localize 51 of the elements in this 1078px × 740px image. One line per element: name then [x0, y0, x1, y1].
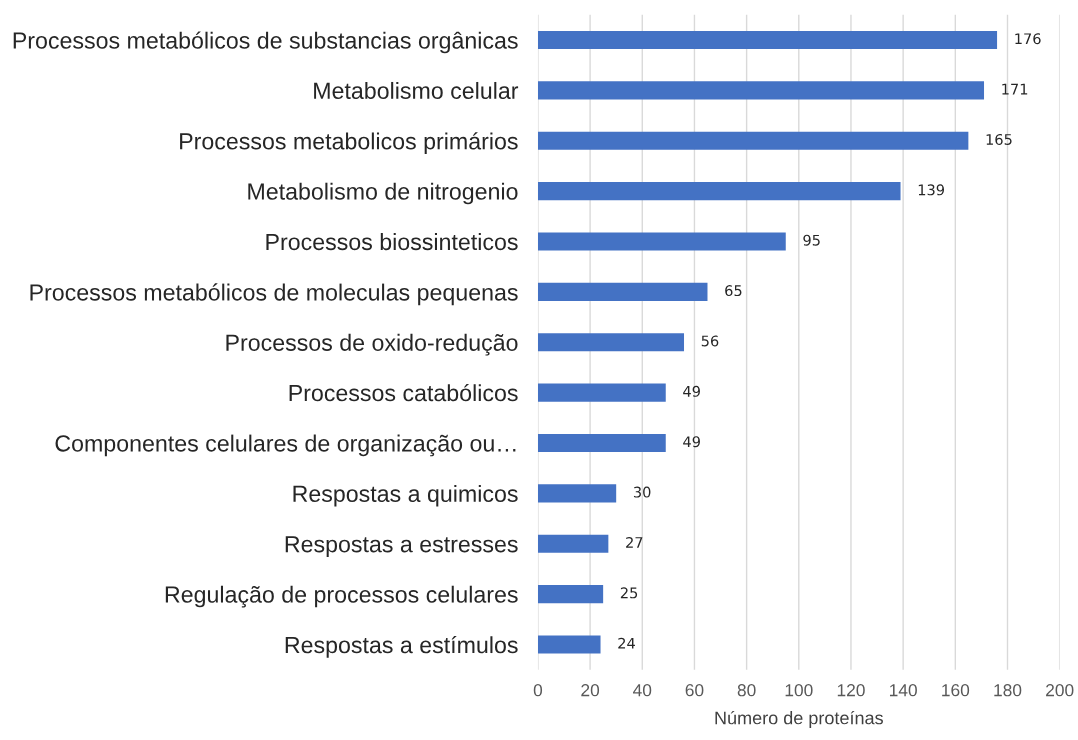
data-label: 49 [683, 436, 700, 448]
x-tick-label: 40 [633, 684, 652, 697]
bar [537, 383, 666, 402]
y-tick-label: Processos biossinteticos [266, 233, 518, 251]
data-label: 56 [701, 335, 719, 347]
y-tick-label: Processos de oxido-redução [226, 333, 518, 356]
y-tick-label: Regulação de processos celulares [165, 585, 518, 608]
data-label: 139 [918, 184, 945, 196]
y-tick-label: Metabolismo celular [314, 81, 519, 99]
x-tick-label: 180 [994, 684, 1022, 697]
data-label: 27 [626, 536, 643, 548]
y-tick-label: Respostas a estresses [285, 536, 518, 557]
bar [537, 534, 609, 553]
data-label: 30 [633, 486, 651, 498]
x-axis-title: Número de proteínas [715, 710, 883, 728]
bar [537, 635, 601, 654]
data-label: 49 [683, 385, 700, 397]
bar [537, 30, 998, 50]
x-tick-label: 120 [837, 684, 865, 697]
x-tick-label: 60 [685, 684, 704, 697]
x-tick-label: 100 [785, 684, 813, 697]
bar [537, 182, 901, 201]
bar [537, 232, 786, 251]
x-tick-label: 0 [533, 684, 543, 697]
y-tick-label: Componentes celulares de organização ou… [55, 434, 516, 457]
y-tick-label: Processos catabólicos [289, 383, 518, 402]
data-label: 95 [803, 234, 820, 246]
x-tick-label: 80 [737, 684, 756, 697]
y-tick-label: Respostas a estímulos [285, 635, 518, 658]
bar [537, 433, 666, 453]
x-tick-label: 200 [1046, 684, 1074, 697]
data-label: 165 [986, 133, 1012, 145]
bar [537, 81, 985, 100]
y-tick-label: Processos metabolicos primários [180, 132, 518, 155]
x-tick-label: 20 [581, 684, 600, 697]
x-tick-label: 140 [889, 684, 917, 697]
x-tick-label: 160 [942, 684, 970, 697]
bar [537, 131, 969, 150]
bar [537, 585, 604, 604]
y-tick-label: Processos metabólicos de substancias orgânicas [13, 31, 518, 54]
y-tick-label: Respostas a quimicos [293, 484, 518, 507]
data-label: 176 [1015, 33, 1041, 45]
data-label: 25 [620, 587, 638, 599]
data-label: 171 [1002, 83, 1028, 95]
bar [537, 282, 708, 301]
data-label: 24 [618, 637, 635, 649]
data-label: 65 [725, 285, 742, 297]
bar [537, 484, 617, 503]
y-tick-label: Processos metabólicos de moleculas pequenas [30, 283, 518, 306]
bar [537, 333, 685, 352]
y-tick-label: Metabolismo de nitrogenio [248, 182, 518, 205]
